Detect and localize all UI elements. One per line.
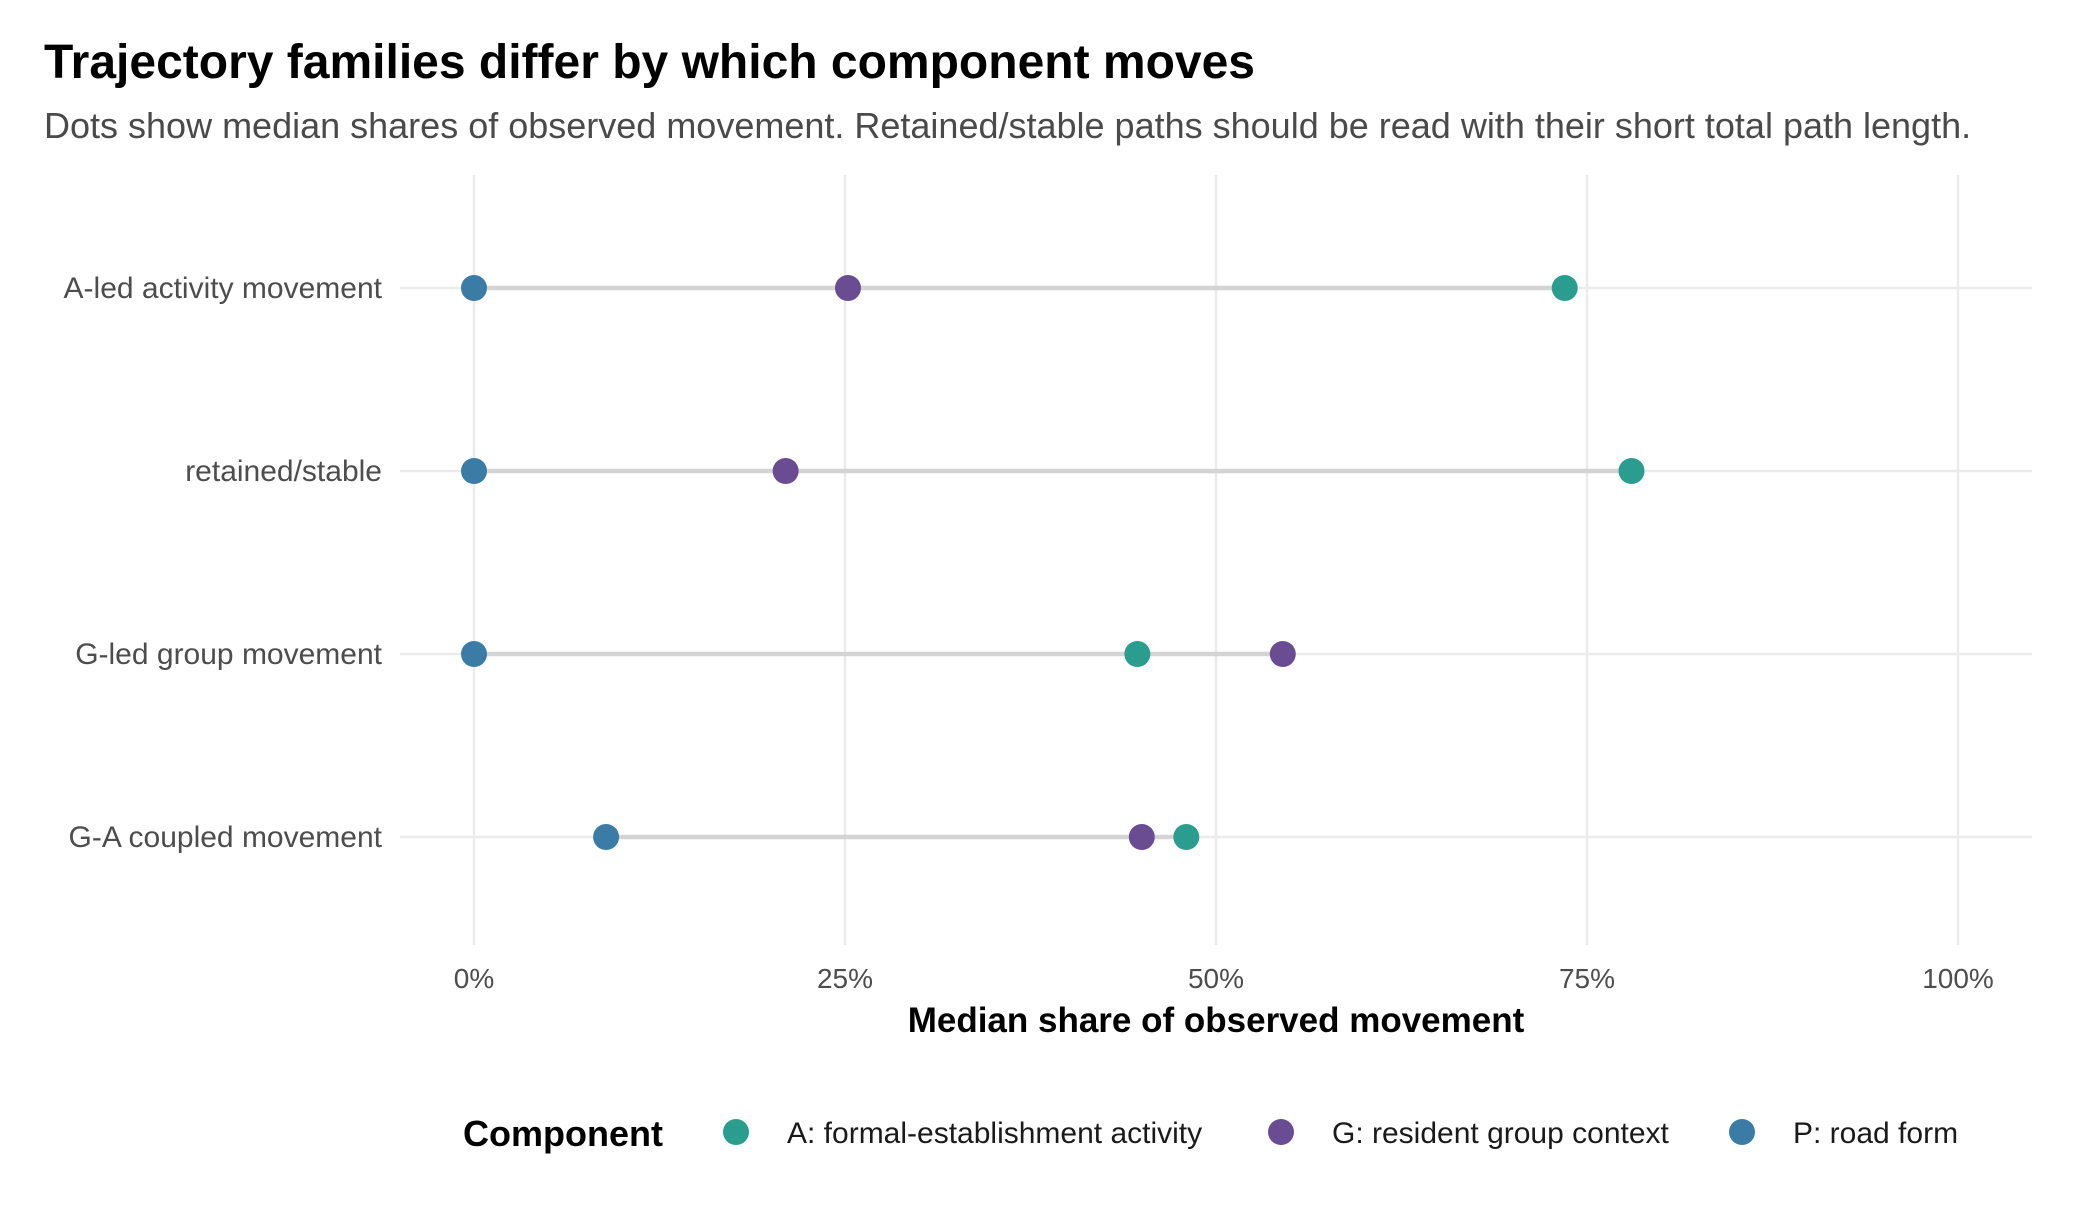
data-point [461, 641, 487, 667]
data-point [1269, 641, 1296, 667]
legend-swatch [1268, 1119, 1294, 1145]
legend-label: P: road form [1793, 1117, 1958, 1150]
legend-swatch [1729, 1119, 1755, 1145]
chart-subtitle: Dots show median shares of observed move… [44, 105, 1971, 146]
chart-title: Trajectory families differ by which comp… [44, 36, 1255, 89]
x-tick-label: 100% [1922, 963, 1994, 994]
y-axis-labels: A-led activity movement retained/stable G-… [64, 272, 383, 854]
data-point [1551, 275, 1578, 301]
data-points [461, 275, 1645, 850]
data-point [772, 458, 799, 484]
legend-label: G: resident group context [1332, 1117, 1670, 1150]
x-axis-title: Median share of observed movement [908, 1001, 1525, 1040]
data-point [461, 275, 487, 301]
data-point [461, 458, 487, 484]
x-axis-labels: 0% 25% 50% 75% 100% [454, 963, 1994, 994]
x-tick-label: 25% [817, 963, 873, 994]
legend-label: A: formal-establishment activity [787, 1117, 1202, 1150]
data-point [1173, 824, 1200, 850]
data-point [1124, 641, 1151, 667]
legend-title: Component [463, 1113, 663, 1154]
x-tick-label: 75% [1559, 963, 1615, 994]
x-tick-label: 0% [454, 963, 494, 994]
data-point [593, 824, 620, 850]
legend-swatch [723, 1119, 749, 1145]
grid-lines [400, 175, 2032, 945]
y-tick-label: G-A coupled movement [69, 821, 383, 854]
y-tick-label: retained/stable [185, 455, 382, 488]
y-tick-label: A-led activity movement [64, 272, 383, 305]
y-tick-label: G-led group movement [75, 638, 382, 671]
range-lines [474, 285, 1632, 840]
legend: Component A: formal-establishment activi… [463, 1113, 1958, 1154]
data-point [834, 275, 861, 301]
x-tick-label: 50% [1188, 963, 1244, 994]
data-point [1128, 824, 1155, 850]
data-point [1618, 458, 1645, 484]
